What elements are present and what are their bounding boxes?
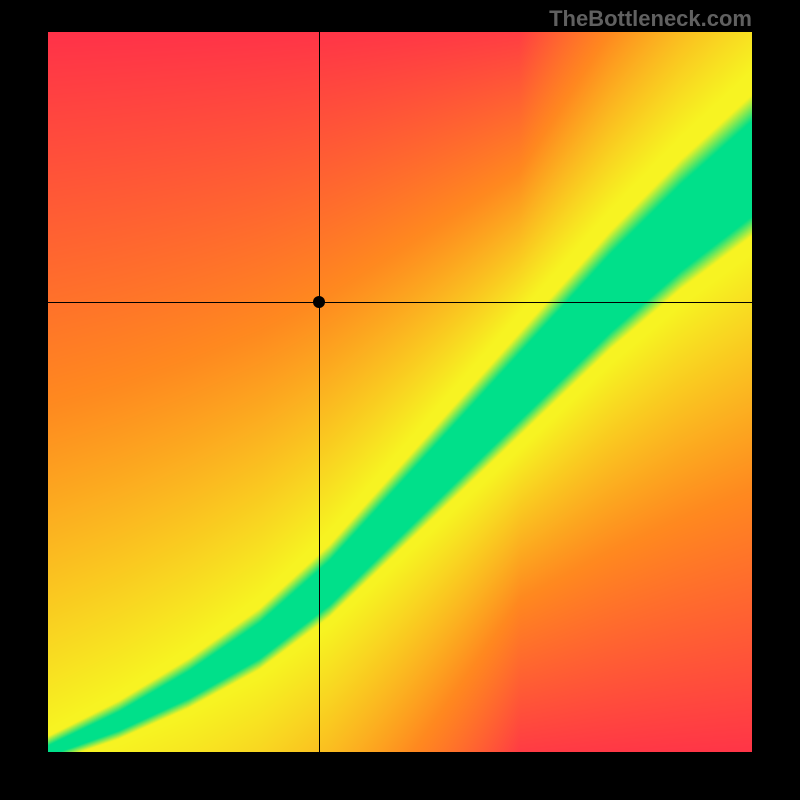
crosshair-vertical-line	[319, 32, 320, 752]
watermark-text: TheBottleneck.com	[549, 6, 752, 32]
heatmap-plot-area	[48, 32, 752, 752]
heatmap-canvas	[48, 32, 752, 752]
crosshair-horizontal-line	[48, 302, 752, 303]
intersection-point	[313, 296, 325, 308]
